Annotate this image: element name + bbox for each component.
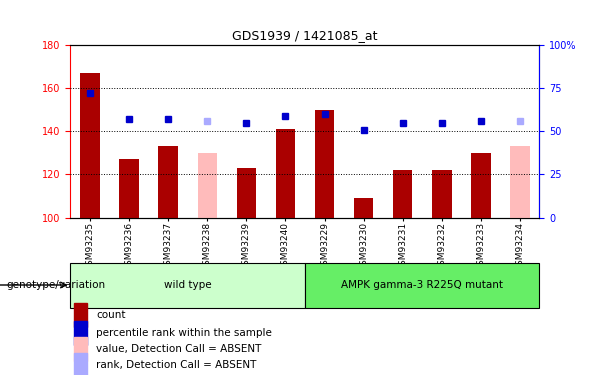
Text: rank, Detection Call = ABSENT: rank, Detection Call = ABSENT xyxy=(96,360,257,370)
Bar xyxy=(74,337,87,361)
Bar xyxy=(510,146,530,218)
Text: percentile rank within the sample: percentile rank within the sample xyxy=(96,328,272,338)
Bar xyxy=(393,170,413,217)
Bar xyxy=(120,159,139,218)
Bar xyxy=(471,153,490,218)
Bar xyxy=(158,146,178,218)
Bar xyxy=(314,110,334,218)
Bar xyxy=(354,198,373,217)
Text: value, Detection Call = ABSENT: value, Detection Call = ABSENT xyxy=(96,344,262,354)
Bar xyxy=(432,170,452,217)
Bar xyxy=(276,129,295,218)
Bar xyxy=(70,262,305,308)
Bar xyxy=(80,73,100,217)
Text: count: count xyxy=(96,310,126,320)
Title: GDS1939 / 1421085_at: GDS1939 / 1421085_at xyxy=(232,30,378,42)
Text: AMPK gamma-3 R225Q mutant: AMPK gamma-3 R225Q mutant xyxy=(341,280,503,290)
Bar xyxy=(197,153,217,218)
Bar xyxy=(74,303,87,327)
Text: wild type: wild type xyxy=(164,280,211,290)
Bar xyxy=(237,168,256,217)
Text: genotype/variation: genotype/variation xyxy=(6,280,105,290)
Bar xyxy=(74,353,87,375)
Bar xyxy=(305,262,539,308)
Bar xyxy=(74,321,87,345)
